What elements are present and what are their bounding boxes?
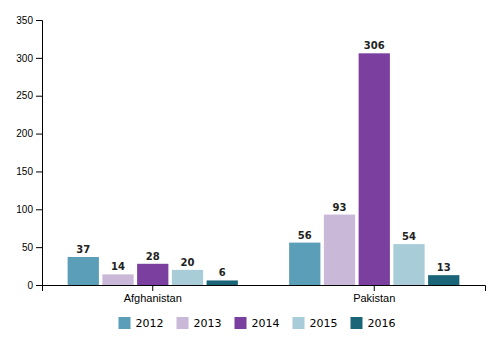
y-axis: 0 50 100 150 200 250 300 350: [16, 15, 42, 291]
tick: 200: [16, 128, 42, 139]
legend-swatch: [177, 317, 189, 329]
bar: [324, 215, 355, 285]
data-label: 14: [111, 261, 125, 272]
legend-item: 2013: [177, 317, 222, 330]
data-labels: 37 56 14 93 28 306 20 54 6 13: [76, 40, 450, 278]
tick-mark: [36, 285, 42, 286]
tick-label: Afghanistan: [124, 292, 182, 304]
tick-label: 150: [16, 166, 33, 177]
axis-line: [43, 286, 486, 292]
legend-label: 2014: [252, 317, 280, 330]
tick-label: 300: [16, 53, 33, 64]
data-label: 56: [298, 230, 312, 241]
data-label: 20: [181, 257, 195, 268]
tick-mark: [152, 285, 153, 291]
tick: 100: [16, 204, 42, 215]
data-label: 54: [402, 231, 416, 242]
tick-label: Pakistan: [353, 292, 395, 304]
tick-label: 100: [16, 204, 33, 215]
legend-item: 2015: [293, 317, 338, 330]
legend-item: 2014: [235, 317, 280, 330]
legend-label: 2012: [136, 317, 164, 330]
data-label: 306: [364, 40, 385, 51]
bar: [207, 280, 238, 285]
bar: [137, 264, 168, 285]
tick: 350: [16, 15, 42, 26]
data-label: 37: [76, 244, 90, 255]
data-label: 13: [437, 262, 451, 273]
tick-mark: [36, 96, 42, 97]
legend-swatch: [235, 317, 247, 329]
legend-label: 2016: [368, 317, 396, 330]
legend-swatch: [293, 317, 305, 329]
tick-mark: [36, 134, 42, 135]
tick: 250: [16, 90, 42, 101]
tick-label: 200: [16, 128, 33, 139]
bar: [172, 270, 203, 285]
legend-label: 2015: [310, 317, 338, 330]
chart: 0 50 100 150 200 250 300 350 Afghanistan Pakistan…: [0, 0, 500, 347]
legend-item: 2016: [351, 317, 396, 330]
tick-mark: [36, 58, 42, 59]
legend-swatch: [119, 317, 131, 329]
tick-mark: [36, 247, 42, 248]
tick: 0: [27, 280, 42, 291]
bar: [359, 53, 390, 285]
tick: Pakistan: [353, 285, 395, 304]
tick-mark: [36, 171, 42, 172]
data-label: 28: [146, 251, 160, 262]
legend-item: 2012: [119, 317, 164, 330]
data-label: 6: [219, 267, 226, 278]
tick-label: 0: [27, 280, 33, 291]
data-label: 93: [333, 202, 347, 213]
tick-label: 250: [16, 90, 33, 101]
bar: [393, 244, 424, 285]
plot: 0 50 100 150 200 250 300 350 Afghanistan Pakistan…: [16, 15, 485, 304]
tick-label: 350: [16, 15, 33, 26]
bars: [68, 53, 460, 285]
x-axis: Afghanistan Pakistan: [43, 285, 486, 304]
bar: [68, 257, 99, 285]
bar: [102, 274, 133, 285]
legend-swatch: [351, 317, 363, 329]
bar: [289, 243, 320, 285]
tick: Afghanistan: [124, 285, 182, 304]
tick: 150: [16, 166, 42, 177]
tick-mark: [374, 285, 375, 291]
tick: 300: [16, 53, 42, 64]
tick: 50: [22, 242, 42, 253]
legend-label: 2013: [194, 317, 222, 330]
tick-label: 50: [22, 242, 34, 253]
tick-mark: [36, 209, 42, 210]
legend: 2012 2013 2014 2015 2016: [119, 317, 396, 330]
bar: [428, 275, 459, 285]
axis-line: [36, 21, 43, 286]
tick-mark: [36, 20, 42, 21]
